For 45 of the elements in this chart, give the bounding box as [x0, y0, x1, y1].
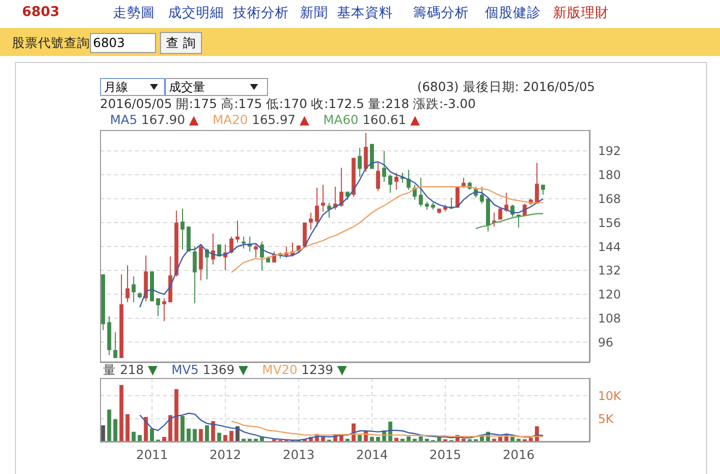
text: MA5	[110, 112, 138, 127]
text: 新版理財	[553, 4, 609, 22]
x-tick-label: 2016	[502, 446, 535, 462]
text: 165.97 ▲	[252, 112, 310, 127]
text: 6803	[22, 4, 60, 20]
text: 成交量	[165, 78, 268, 96]
y-tick-label: 144	[598, 240, 621, 254]
text: 查 詢	[160, 32, 202, 54]
series-label: 量	[103, 362, 116, 377]
y-tick-label: 120	[598, 288, 621, 302]
text: MV20	[262, 362, 298, 377]
text: 成交明細	[168, 4, 224, 22]
text: 股票代號查詢	[12, 35, 90, 52]
text: MA20	[212, 112, 248, 127]
x-tick-label: 2012	[209, 446, 242, 462]
text: 基本資料	[337, 4, 393, 22]
y-tick-label: 156	[598, 216, 621, 230]
y-tick-label: 5K	[598, 412, 615, 426]
text: 走勢圖	[113, 4, 155, 22]
x-tick-label: 2011	[136, 446, 168, 462]
x-tick-label: 2013	[282, 446, 315, 462]
text: (6803) 最後日期: 2016/05/05	[417, 79, 595, 96]
text: MV5	[171, 362, 199, 377]
text: 月線	[100, 78, 165, 96]
text: 技術分析	[233, 4, 289, 22]
x-tick-label: 2015	[429, 446, 462, 462]
y-tick-label: 10K	[598, 388, 622, 403]
y-tick-label: 132	[598, 264, 621, 278]
text: 6803	[90, 33, 156, 53]
x-tick-label: 2014	[356, 446, 388, 462]
text: 個股健診	[485, 4, 541, 22]
y-tick-label: 192	[598, 144, 621, 158]
text: 167.90 ▲	[141, 112, 199, 127]
text: 1369 ▼	[202, 362, 248, 377]
y-tick-label: 168	[598, 192, 621, 206]
text: 籌碼分析	[413, 4, 469, 22]
y-tick-label: 96	[598, 335, 614, 350]
text: 160.61 ▲	[362, 112, 420, 127]
text: MA60	[323, 112, 358, 127]
text: 2016/05/05 開:175 高:175 低:170 收:172.5 量:218 漲跌:-3.00	[100, 96, 476, 113]
text: 新聞	[300, 4, 328, 22]
y-tick-label: 180	[598, 168, 621, 182]
y-tick-label: 108	[598, 311, 621, 326]
text: 218 ▼	[120, 362, 158, 377]
text: 1239 ▼	[301, 362, 347, 377]
